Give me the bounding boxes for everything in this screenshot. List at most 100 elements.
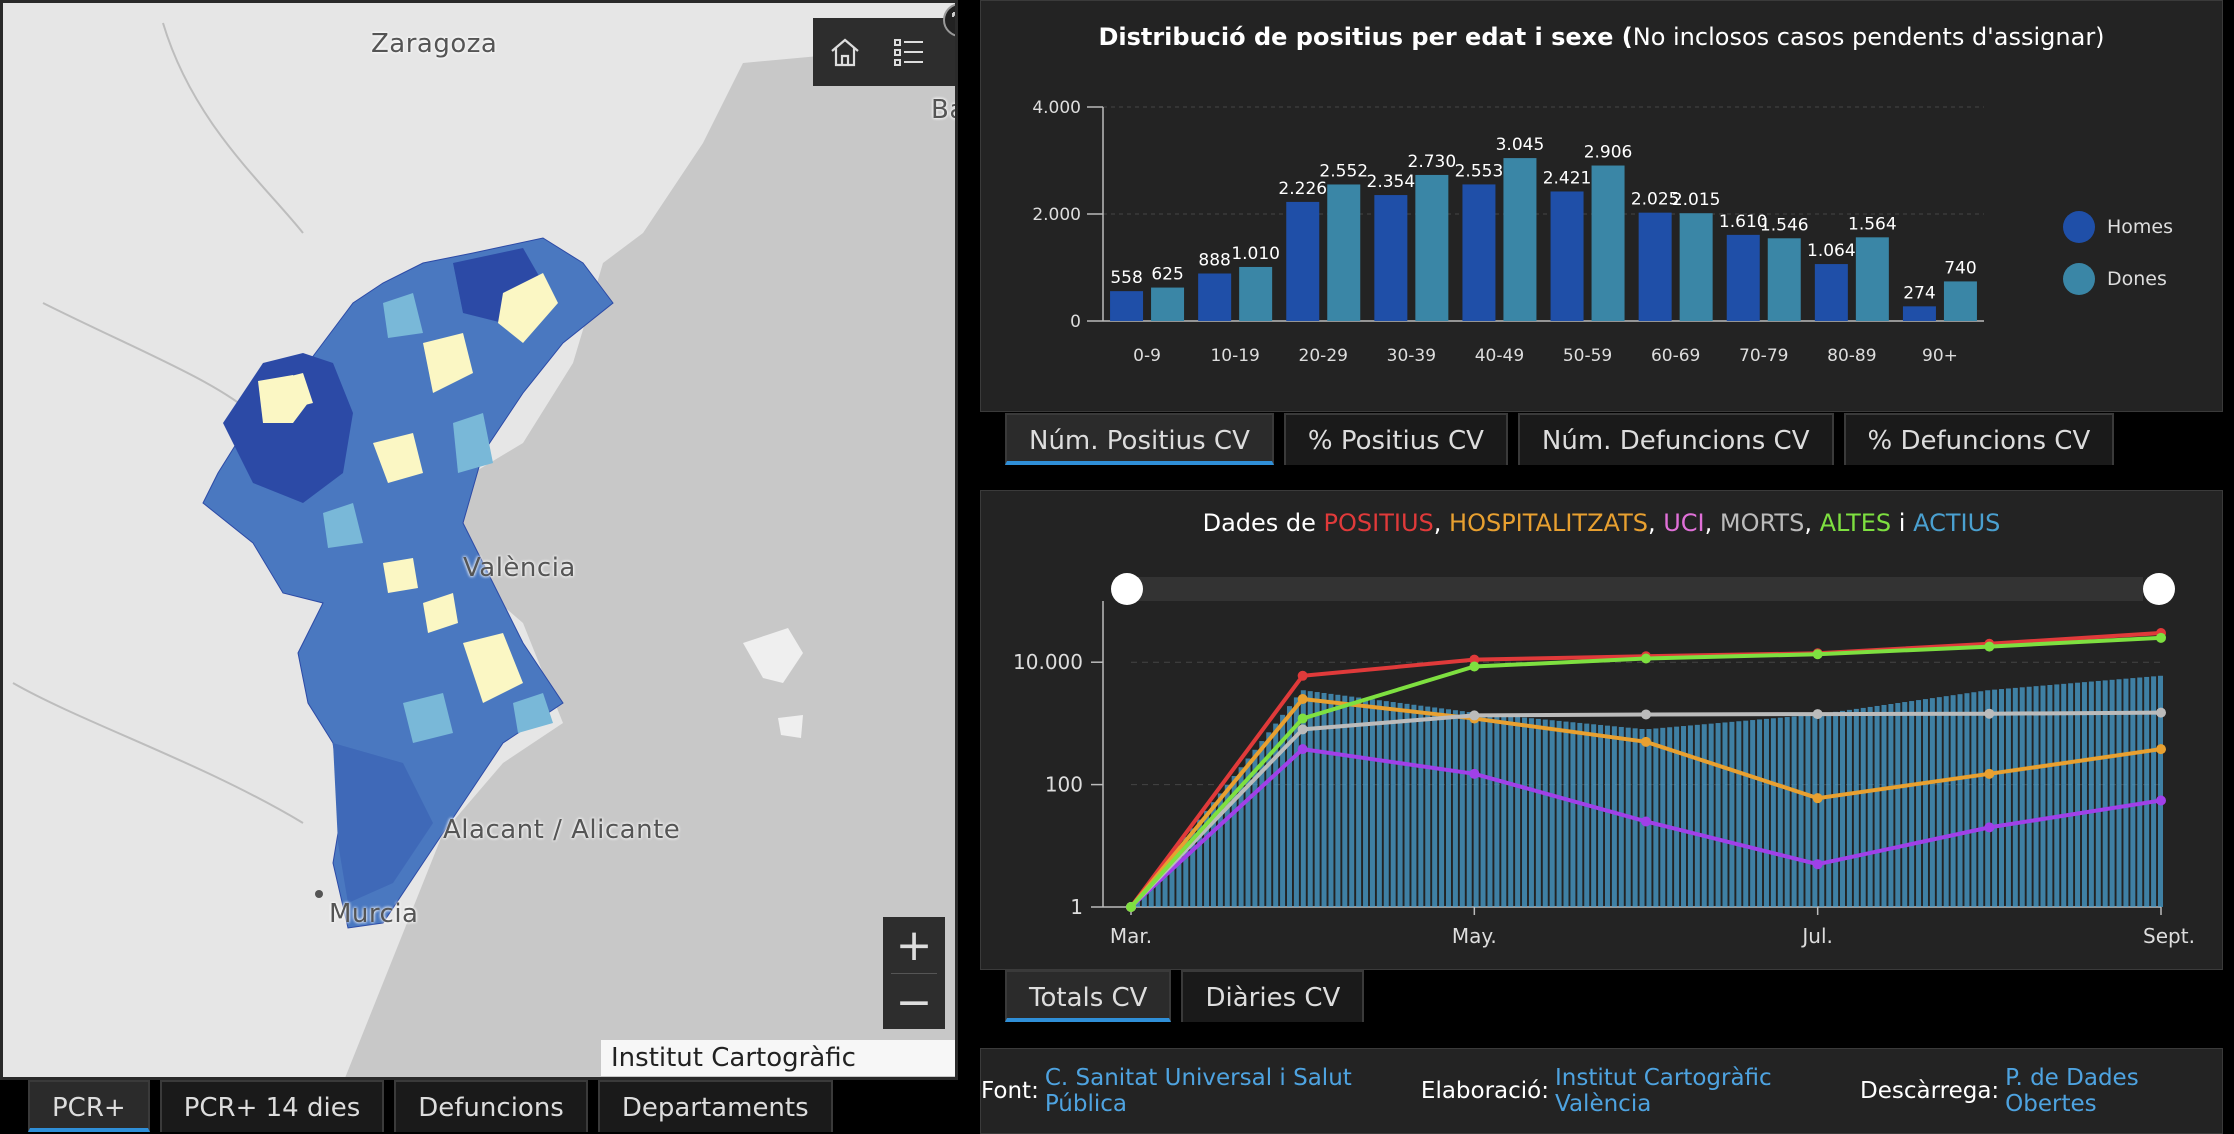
actius-bar	[1694, 724, 1700, 907]
actius-bar	[2019, 687, 2025, 907]
tab-pcr[interactable]: PCR+	[28, 1080, 150, 1132]
x-tick-label: May.	[1452, 924, 1497, 948]
y-tick-label: 4.000	[1032, 98, 1081, 118]
series-point-altes	[1469, 661, 1480, 672]
descarrega-link[interactable]: P. de Dades Obertes	[2005, 1065, 2139, 1117]
series-point-hospitalitzats	[1984, 768, 1995, 779]
actius-bar	[1508, 716, 1514, 907]
actius-bar	[1598, 724, 1604, 907]
island-formentera	[778, 715, 803, 738]
bar-dones	[1767, 238, 1801, 321]
bar-value-label: 1.564	[1848, 214, 1897, 234]
enclave[interactable]	[258, 375, 308, 423]
font-link[interactable]: C. Sanitat Universal i Salut Pública	[1044, 1065, 1352, 1117]
actius-bar	[2088, 681, 2094, 907]
title-prefix: Dades de	[1202, 509, 1324, 537]
x-tick-label: Sept.	[2143, 924, 2195, 948]
tab-pct-defuncions[interactable]: % Defuncions CV	[1843, 413, 2115, 465]
tab-defuncions[interactable]: Defuncions	[394, 1080, 588, 1132]
tab-pcr-14-dies[interactable]: PCR+ 14 dies	[159, 1080, 385, 1132]
bar-homes	[1198, 273, 1232, 321]
title-positius: POSITIUS	[1323, 509, 1434, 537]
bar-value-label: 2.015	[1672, 190, 1721, 210]
series-point-hospitalitzats	[1641, 736, 1651, 747]
tab-num-positius[interactable]: Núm. Positius CV	[1005, 413, 1274, 465]
actius-bar	[1466, 712, 1472, 907]
timeline-panel: Dades de POSITIUS, HOSPITALITZATS, UCI, …	[980, 490, 2223, 970]
legend-button[interactable]	[877, 18, 941, 86]
actius-bar	[1245, 758, 1251, 907]
tab-pct-positius[interactable]: % Positius CV	[1283, 413, 1508, 465]
actius-bar	[1252, 749, 1258, 907]
actius-bar	[1141, 889, 1147, 907]
home-button[interactable]	[813, 18, 877, 86]
legend-homes[interactable]: Homes	[2063, 201, 2173, 253]
timeline-tabs: Totals CV Diàries CV	[1005, 970, 1365, 1022]
actius-bar	[1542, 719, 1548, 907]
series-point-morts	[1812, 709, 1823, 720]
age-chart-title-bold: Distribució de positius per edat i sexe …	[1098, 23, 1633, 51]
municipalities-low[interactable]	[263, 273, 558, 703]
actius-bar	[2054, 684, 2060, 907]
zoom-in-button[interactable]: +	[895, 919, 933, 971]
x-tick-label: Jul.	[1800, 924, 1833, 948]
actius-bar	[1909, 701, 1915, 907]
tab-diaries[interactable]: Diàries CV	[1181, 970, 1365, 1022]
murcia-dot	[315, 890, 323, 898]
actius-bar	[1736, 721, 1742, 907]
map-canvas[interactable]	[3, 3, 958, 1080]
sea	[345, 43, 955, 1077]
title-hosp: HOSPITALITZATS	[1449, 509, 1648, 537]
actius-bar	[1667, 727, 1673, 907]
actius-bar	[1729, 721, 1735, 907]
tab-num-defuncions[interactable]: Núm. Defuncions CV	[1517, 413, 1834, 465]
bar-value-label: 2.552	[1319, 161, 1368, 181]
bar-value-label: 740	[1944, 258, 1976, 278]
zoom-out-button[interactable]: −	[895, 976, 933, 1028]
actius-bar	[1204, 810, 1210, 907]
series-point-positius	[1297, 670, 1308, 681]
map-view[interactable]: Zaragoza Ba València Alacant / Alicante …	[0, 0, 958, 1080]
actius-bar	[2005, 688, 2011, 907]
series-point-uci	[1641, 816, 1651, 827]
y-tick-label: 1	[1070, 895, 1083, 919]
municipality-cluster-west[interactable]	[223, 353, 353, 503]
source-footer: Font: C. Sanitat Universal i Salut Públi…	[980, 1048, 2223, 1134]
municipalities-mid[interactable]	[323, 293, 553, 743]
tab-totals[interactable]: Totals CV	[1005, 970, 1172, 1022]
bar-dones	[1415, 174, 1449, 321]
elaboracio-link[interactable]: Institut Cartogràfic València	[1555, 1065, 1772, 1117]
actius-bar	[1653, 728, 1659, 907]
municipality-cluster-south[interactable]	[333, 743, 433, 903]
actius-bar	[1535, 718, 1541, 907]
tab-departaments[interactable]: Departaments	[597, 1080, 833, 1132]
actius-bar	[1584, 723, 1590, 907]
x-tick-label: 60-69	[1651, 346, 1700, 366]
bar-dones	[1855, 237, 1889, 321]
range-slider-handle-right	[2143, 573, 2175, 605]
actius-bar	[1708, 723, 1714, 907]
x-tick-label: 0-9	[1133, 346, 1161, 366]
series-point-altes	[1641, 653, 1651, 664]
series-point-hospitalitzats	[1812, 793, 1823, 804]
expand-button[interactable]	[943, 3, 955, 37]
actius-bar	[1356, 697, 1362, 907]
actius-bar	[1805, 715, 1811, 907]
bar-value-label: 1.546	[1760, 215, 1809, 235]
actius-bar	[1335, 694, 1341, 907]
actius-bar	[1819, 713, 1825, 907]
actius-bar	[1363, 698, 1369, 907]
actius-bar	[1860, 707, 1866, 907]
actius-bar	[1556, 720, 1562, 907]
y-tick-label: 100	[1045, 773, 1083, 797]
map-tabs: PCR+ PCR+ 14 dies Defuncions Departament…	[28, 1080, 833, 1132]
legend-dones[interactable]: Dones	[2063, 253, 2173, 305]
city-ba: Ba	[931, 95, 955, 125]
zoom-control: + −	[883, 917, 945, 1029]
actius-bar	[2033, 686, 2039, 907]
actius-bar	[1238, 767, 1244, 907]
actius-bar	[2116, 679, 2122, 907]
actius-bar	[2109, 679, 2115, 907]
series-point-uci	[1297, 744, 1308, 755]
